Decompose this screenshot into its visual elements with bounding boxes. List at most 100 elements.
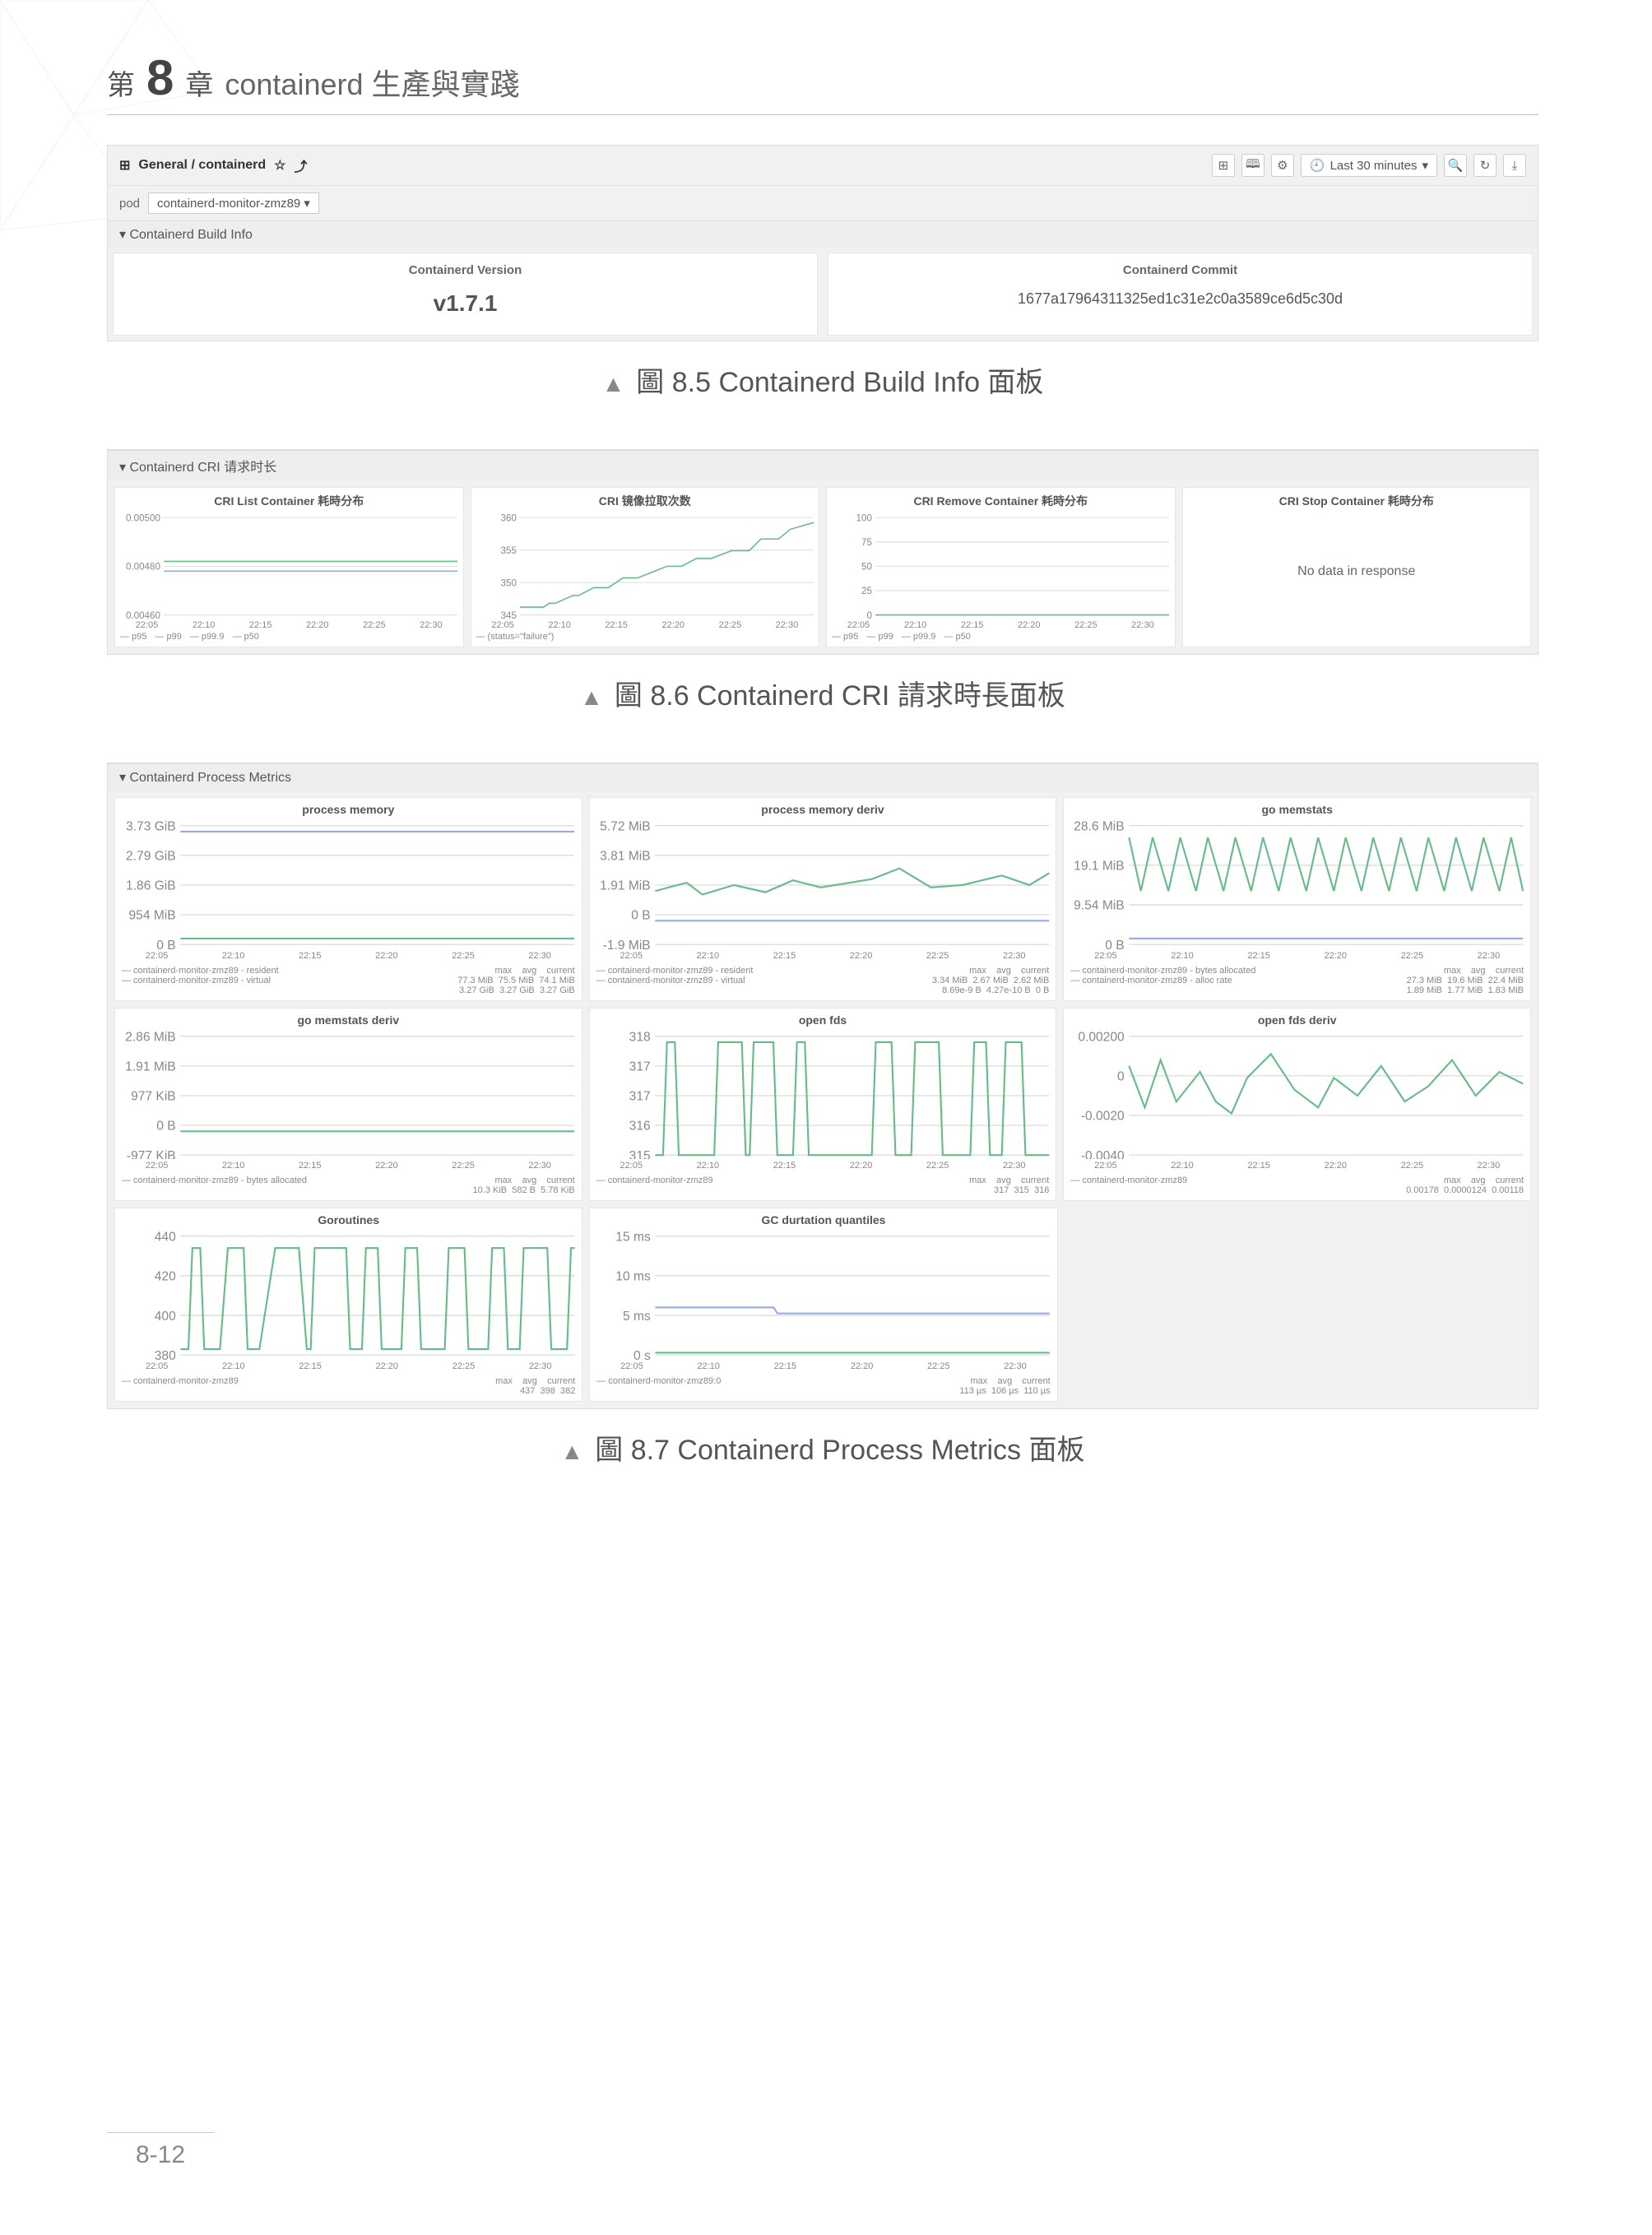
svg-text:1.86 GiB: 1.86 GiB [126, 879, 176, 893]
svg-text:2.79 GiB: 2.79 GiB [126, 849, 176, 863]
legend: — containerd-monitor-zmz89 - resident— c… [590, 962, 1056, 1000]
legend: — containerd-monitor-zmz89 - bytes alloc… [115, 1172, 582, 1200]
chart-title: go memstats [1064, 798, 1530, 821]
row-build-info-title[interactable]: ▾ Containerd Build Info [108, 220, 1538, 248]
svg-text:355: 355 [500, 545, 516, 556]
caption-tri-icon: ▲ [561, 1439, 584, 1464]
pm-row: go memstats deriv2.86 MiB1.91 MiB977 KiB… [114, 1008, 1531, 1202]
svg-text:2.86 MiB: 2.86 MiB [125, 1032, 175, 1044]
time-range-label: Last 30 minutes [1330, 159, 1418, 173]
row-pm-title[interactable]: ▾ Containerd Process Metrics [108, 763, 1538, 791]
chart-body: 0.002000-0.0020-0.0040 [1064, 1032, 1530, 1160]
svg-text:380: 380 [155, 1349, 176, 1360]
svg-text:420: 420 [155, 1270, 176, 1284]
time-range-picker[interactable]: 🕘 Last 30 minutes ▾ [1301, 154, 1437, 177]
svg-text:0: 0 [866, 610, 871, 619]
svg-text:315: 315 [629, 1148, 650, 1159]
pod-var-select[interactable]: containerd-monitor-zmz89 ▾ [148, 192, 319, 214]
chart-title: CRI Stop Container 耗時分布 [1183, 488, 1531, 514]
chapter-suffix: 章 [185, 63, 213, 103]
svg-text:3.81 MiB: 3.81 MiB [600, 849, 650, 863]
dashboard-icon: ⊞ [119, 157, 130, 174]
breadcrumb[interactable]: General / containerd [138, 158, 266, 173]
download-icon[interactable]: ⤓ [1503, 154, 1526, 177]
chart-card: CRI 镜像拉取次数36035535034522:0522:1022:1522:… [471, 487, 820, 647]
svg-text:400: 400 [155, 1310, 176, 1324]
caption-8-6: ▲圖 8.6 Containerd CRI 請求時長面板 [107, 673, 1538, 713]
svg-text:100: 100 [856, 514, 872, 523]
settings-icon[interactable]: ⚙ [1271, 154, 1294, 177]
caption-8-7: ▲ 圖 8.7 Containerd Process Metrics 面板 [107, 1427, 1538, 1468]
svg-text:0 B: 0 B [156, 939, 175, 949]
caption-tri-icon: ▲ [602, 371, 625, 396]
chart-body: 28.6 MiB19.1 MiB9.54 MiB0 B [1064, 821, 1530, 949]
svg-text:360: 360 [500, 514, 516, 523]
chart-body: 1007550250 [827, 514, 1175, 619]
svg-text:15 ms: 15 ms [616, 1231, 652, 1244]
legend: — containerd-monitor-zmz89 - resident— c… [115, 962, 582, 1000]
svg-text:-977 KiB: -977 KiB [127, 1148, 176, 1159]
chart-card: GC durtation quantiles15 ms10 ms5 ms0 s2… [589, 1208, 1057, 1402]
chart-card: process memory3.73 GiB 2.79 GiB 1.86 GiB 95… [114, 797, 582, 1001]
chart-body: 318317317316315 [590, 1032, 1056, 1160]
chart-card: open fds deriv0.002000-0.0020-0.004022:0… [1063, 1008, 1531, 1202]
x-axis: 22:0522:1022:1522:2022:2522:30 [590, 1159, 1056, 1172]
star-icon[interactable]: ☆ [274, 157, 285, 174]
x-axis: 22:0522:1022:1522:2022:2522:30 [827, 619, 1175, 632]
legend: — containerd-monitor-zmz89max avg curren… [1064, 1172, 1530, 1200]
svg-text:317: 317 [629, 1089, 650, 1103]
svg-text:3.73 GiB: 3.73 GiB [126, 821, 176, 833]
chart-card: process memory deriv5.72 MiB 3.81 MiB 1.91… [589, 797, 1057, 1001]
legend: — containerd-monitor-zmz89max avg curren… [590, 1172, 1056, 1200]
chapter-number: 8 [146, 49, 174, 106]
row-cri-title[interactable]: ▾ Containerd CRI 请求时长 [108, 450, 1538, 480]
chart-title: process memory [115, 798, 582, 821]
chart-title: GC durtation quantiles [590, 1208, 1056, 1231]
pm-row: process memory3.73 GiB 2.79 GiB 1.86 GiB 95… [114, 797, 1531, 1001]
svg-text:9.54 MiB: 9.54 MiB [1074, 898, 1125, 912]
x-axis: 22:0522:1022:1522:2022:2522:30 [115, 619, 463, 632]
svg-text:75: 75 [861, 537, 872, 548]
panel-icon[interactable]: ⊞ [1212, 154, 1235, 177]
chart-body: 5.72 MiB3.81 MiB1.91 MiB0 B-1.9 MiB [590, 821, 1056, 949]
legend: — (status="failure") [471, 632, 819, 647]
zoom-icon[interactable]: 🔍 [1444, 154, 1467, 177]
x-axis: 22:0522:1022:1522:2022:2522:30 [590, 949, 1056, 962]
chart-title: CRI 镜像拉取次数 [471, 488, 819, 514]
chart-body: 360355350345 [471, 514, 819, 619]
x-axis: 22:0522:1022:1522:2022:2522:30 [1064, 949, 1530, 962]
caption-8-5: ▲ 圖 8.5 Containerd Build Info 面板 [107, 359, 1538, 400]
chart-card: CRI Stop Container 耗時分布No data in respon… [1182, 487, 1532, 647]
toolbar: ⊞ 🕮 ⚙ 🕘 Last 30 minutes ▾ 🔍 ↻ ⤓ [1212, 154, 1526, 177]
docs-icon[interactable]: 🕮 [1241, 154, 1265, 177]
svg-text:440: 440 [155, 1231, 176, 1244]
caption-8-5-text: 圖 8.5 Containerd Build Info 面板 [636, 367, 1043, 398]
svg-text:5 ms: 5 ms [623, 1310, 651, 1324]
chapter-title: containerd 生產與實踐 [225, 61, 519, 104]
chart-card: open fds31831731731631522:0522:1022:1522… [589, 1008, 1057, 1202]
svg-text:0 B: 0 B [631, 908, 650, 922]
legend: — p95— p99— p99.9— p50 [115, 632, 463, 647]
pm-row: Goroutines44042040038022:0522:1022:1522:… [114, 1208, 1531, 1402]
svg-text:0.00460: 0.00460 [126, 610, 160, 619]
chapter-heading: 第 8 章 containerd 生產與實踐 [107, 49, 1538, 106]
chart-title: CRI List Container 耗時分布 [115, 488, 463, 514]
svg-text:-0.0040: -0.0040 [1081, 1148, 1125, 1159]
chapter-prefix: 第 [107, 63, 135, 103]
chart-body: 2.86 MiB1.91 MiB977 KiB0 B-977 KiB [115, 1032, 582, 1160]
x-axis: 22:0522:1022:1522:2022:2522:30 [115, 949, 582, 962]
caption-8-7-text: 圖 8.7 Containerd Process Metrics 面板 [595, 1435, 1084, 1466]
legend: — containerd-monitor-zmz89max avg curren… [115, 1373, 582, 1401]
caption-8-6-text: 圖 8.6 Containerd CRI 請求時長面板 [615, 680, 1065, 712]
svg-text:345: 345 [500, 610, 516, 619]
stat-title: Containerd Version [114, 263, 817, 277]
svg-text:1.91 MiB: 1.91 MiB [600, 879, 650, 893]
svg-text:19.1 MiB: 19.1 MiB [1074, 859, 1125, 873]
chart-title: process memory deriv [590, 798, 1056, 821]
share-icon[interactable]: ⤴ [294, 155, 307, 175]
svg-text:954 MiB: 954 MiB [129, 908, 176, 922]
chapter-rule [107, 114, 1538, 115]
svg-text:5.72 MiB: 5.72 MiB [600, 821, 650, 833]
chart-card: go memstats deriv2.86 MiB1.91 MiB977 KiB… [114, 1008, 582, 1202]
refresh-icon[interactable]: ↻ [1473, 154, 1497, 177]
